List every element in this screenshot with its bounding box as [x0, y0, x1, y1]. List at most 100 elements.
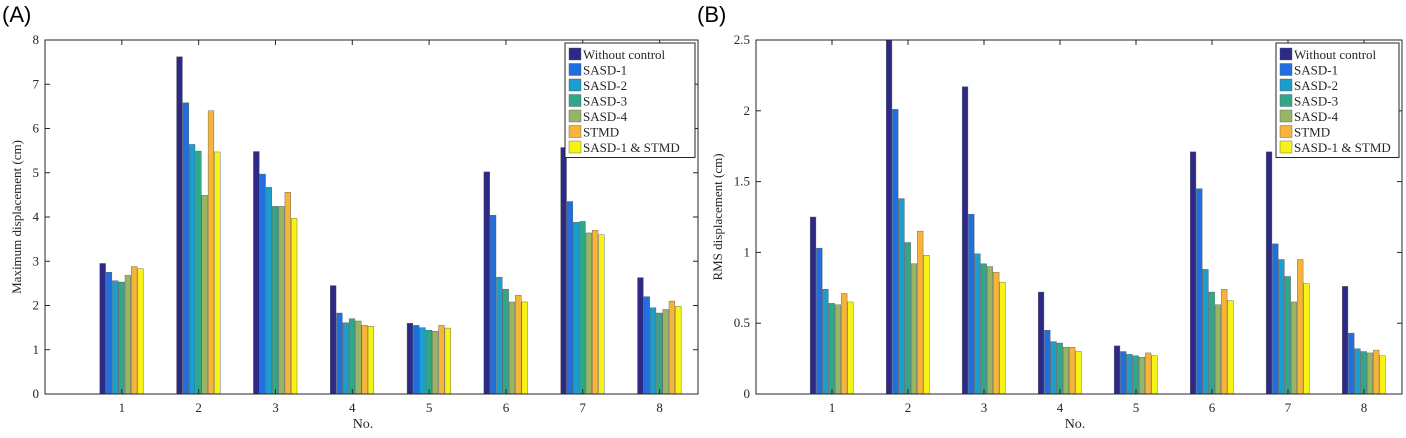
- bar-stmd-5: [1145, 352, 1152, 395]
- y-tick-label: 2: [33, 298, 40, 313]
- bar-sasd-3-5: [1132, 355, 1139, 395]
- bar-without-control-5: [1113, 345, 1121, 395]
- bar-sasd-1-4: [336, 312, 343, 395]
- y-tick-label: 0.5: [734, 315, 750, 330]
- x-axis-label: No.: [353, 417, 374, 432]
- bar-without-control-3: [961, 86, 969, 395]
- bar-without-control-4: [1037, 291, 1045, 395]
- legend-box: [1275, 42, 1400, 158]
- x-tick-label: 4: [349, 400, 356, 415]
- bar-sasd-1-2: [892, 109, 899, 395]
- bar-sasd-1-2: [182, 102, 189, 395]
- bar-sasd-4-1: [834, 304, 842, 395]
- bar-sasd-1-stmd-7: [598, 234, 605, 395]
- bar-without-control-3: [253, 151, 260, 395]
- legend-label: SASD-2: [1294, 78, 1338, 93]
- bar-sasd-2-8: [1354, 348, 1361, 395]
- bar-stmd-4: [361, 325, 368, 395]
- legend-swatch: [568, 78, 582, 92]
- bar-stmd-6: [1221, 289, 1228, 395]
- bar-sasd-3-6: [1208, 291, 1215, 395]
- y-tick-label: 1: [744, 244, 751, 259]
- bar-sasd-1-3: [259, 173, 266, 395]
- bar-sasd-2-6: [1202, 269, 1209, 395]
- legend-label: Without control: [1294, 47, 1377, 62]
- bar-sasd-3-1: [828, 303, 835, 395]
- bar-sasd-1-7: [566, 201, 574, 395]
- y-tick-label: 0: [33, 386, 40, 401]
- x-tick-label: 2: [195, 400, 202, 415]
- bar-sasd-2-4: [1050, 341, 1057, 395]
- bar-sasd-2-7: [573, 222, 580, 395]
- bar-sasd-1-stmd-3: [999, 281, 1006, 395]
- bar-sasd-2-3: [265, 187, 273, 395]
- bar-sasd-1-stmd-4: [367, 326, 375, 395]
- legend-label: SASD-4: [583, 109, 628, 124]
- bar-stmd-8: [668, 300, 676, 395]
- bar-sasd-4-4: [355, 320, 362, 395]
- bar-stmd-4: [1069, 347, 1076, 395]
- bar-sasd-4-1: [124, 275, 131, 395]
- bar-sasd-1-stmd-2: [923, 255, 930, 395]
- bar-stmd-6: [515, 295, 522, 395]
- bar-sasd-4-3: [986, 266, 994, 395]
- legend-swatch: [1279, 109, 1293, 123]
- bar-sasd-1-stmd-3: [291, 218, 298, 395]
- bar-without-control-1: [809, 216, 817, 395]
- legend-label: SASD-1 & STMD: [583, 140, 680, 155]
- x-tick-label: 5: [1133, 400, 1140, 415]
- bar-sasd-1-stmd-1: [847, 301, 854, 395]
- y-tick-label: 4: [33, 209, 40, 224]
- bar-sasd-3-3: [272, 206, 279, 395]
- x-tick-label: 2: [905, 400, 912, 415]
- bar-sasd-4-8: [1366, 352, 1374, 395]
- bar-sasd-1-6: [1196, 188, 1203, 395]
- legend-box: [564, 42, 696, 158]
- bar-without-control-7: [1265, 151, 1273, 395]
- bar-sasd-4-7: [1290, 301, 1298, 395]
- bar-sasd-1-stmd-4: [1075, 351, 1082, 395]
- legend-swatch: [1279, 94, 1293, 107]
- bar-sasd-1-stmd-1: [137, 268, 144, 395]
- x-tick-label: 3: [272, 400, 279, 415]
- x-tick-label: 8: [1361, 400, 1368, 415]
- bar-without-control-7: [560, 147, 567, 395]
- x-tick-label: 7: [580, 400, 587, 415]
- legend-label: SASD-2: [583, 78, 627, 93]
- legend: Without controlSASD-1SASD-2SASD-3SASD-4S…: [1275, 42, 1400, 158]
- bar-stmd-5: [438, 325, 445, 395]
- y-tick-label: 2.5: [734, 32, 750, 47]
- bar-sasd-3-7: [579, 221, 586, 395]
- bar-sasd-4-5: [432, 330, 439, 395]
- legend-label: SASD-1 & STMD: [1294, 140, 1391, 155]
- x-tick-label: 1: [119, 400, 126, 415]
- bar-sasd-3-8: [656, 312, 663, 395]
- y-tick-label: 1: [33, 342, 40, 357]
- y-tick-label: 3: [33, 253, 40, 268]
- bar-sasd-1-stmd-6: [521, 301, 528, 395]
- legend-swatch: [1279, 78, 1293, 92]
- legend-swatch: [568, 125, 582, 138]
- legend-swatch: [568, 140, 582, 154]
- chart-panel-a: (A) 0 1 2 3 4 5 6 7 8 1 2 3 4 5 6 7 8 Maximum displaceme…: [2, 2, 699, 432]
- bar-sasd-4-5: [1138, 356, 1146, 395]
- bar-sasd-3-7: [1284, 276, 1291, 395]
- bar-sasd-1-5: [413, 325, 420, 395]
- bar-sasd-2-2: [898, 198, 905, 395]
- bar-sasd-4-6: [1214, 304, 1222, 395]
- bar-sasd-2-1: [822, 289, 829, 395]
- bar-sasd-2-6: [496, 276, 503, 395]
- x-tick-label: 6: [1209, 400, 1216, 415]
- bar-sasd-1-1: [816, 247, 823, 395]
- y-tick-label: 5: [33, 165, 40, 180]
- legend-label: SASD-1: [1294, 63, 1338, 78]
- plot-area-frame: [755, 39, 1403, 395]
- legend: Without controlSASD-1SASD-2SASD-3SASD-4S…: [564, 42, 696, 158]
- bar-sasd-3-1: [118, 281, 125, 395]
- bar-sasd-3-3: [980, 263, 987, 395]
- bar-sasd-2-2: [188, 144, 196, 395]
- chart-panel-b: (B) 0 0.5 1 1.5 2 2.5 1 2 3 4 5 6 7 8 RMS displacemen…: [697, 2, 1403, 432]
- bar-sasd-2-4: [342, 322, 349, 395]
- y-tick-label: 1.5: [734, 174, 750, 189]
- bar-sasd-3-4: [348, 318, 356, 395]
